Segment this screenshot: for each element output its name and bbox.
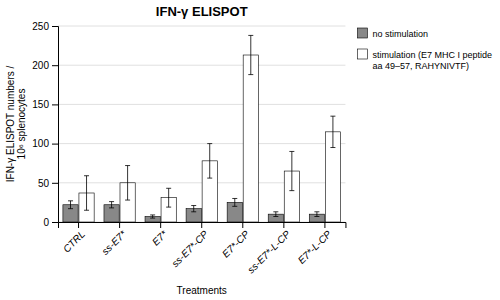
tick-mark	[119, 222, 120, 228]
tick: ss-E7*-L-CP	[245, 222, 292, 275]
error-bar	[109, 202, 114, 208]
tick: ss-E7*-CP	[169, 222, 210, 269]
tick-label: 150	[32, 99, 49, 110]
chart: no stimulation stimulation (E7 MHC I pept…	[0, 0, 500, 300]
tick-label: E7*	[150, 228, 170, 248]
tick: E7*-L-CP	[296, 222, 334, 266]
error-bar	[150, 215, 155, 218]
error-bar	[125, 166, 130, 200]
tick-mark	[52, 65, 58, 66]
text-line: IFN-γ ELISPOT numbers /	[5, 66, 16, 183]
tick-mark	[52, 144, 58, 145]
tick-label: E7*-L-CP	[296, 228, 334, 266]
error-bar	[273, 212, 278, 217]
legend-swatch	[357, 28, 367, 38]
tick-label: ss-E7*	[99, 228, 128, 257]
tick-mark	[52, 26, 58, 27]
text-line: stimulation (E7 MHC I peptide	[372, 50, 492, 60]
tick-mark	[78, 222, 79, 228]
x-axis-title: Treatments	[177, 285, 227, 296]
tick: E7*-CP	[220, 222, 252, 260]
tick: 0	[43, 217, 58, 228]
error-bars	[68, 198, 319, 218]
grid	[58, 26, 345, 222]
tick-label: ss-E7*-L-CP	[245, 228, 292, 275]
tick-label: CTRL	[61, 228, 87, 254]
error-bar	[207, 144, 212, 178]
legend-item: no stimulation	[357, 28, 428, 39]
legend-item: stimulation (E7 MHC I peptideaa 49–57, R…	[357, 49, 492, 71]
text-line: aa 49–57, RAHYNIVTF)	[372, 61, 469, 71]
error-bar	[330, 116, 335, 147]
title: IFN-γ ELISPOT	[156, 4, 248, 19]
tick-mark	[324, 222, 325, 228]
legend-label: stimulation (E7 MHC I peptideaa 49–57, R…	[372, 50, 492, 71]
tick-mark	[52, 222, 58, 223]
legend-label: no stimulation	[372, 29, 428, 39]
error-bar	[166, 188, 171, 207]
series	[79, 55, 341, 222]
y-axis-title: IFN-γ ELISPOT numbers /10⁶ splenocytes	[5, 66, 27, 183]
tick-mark	[52, 104, 58, 105]
tick: 250	[32, 21, 58, 32]
tick-label: 100	[32, 138, 49, 149]
error-bar	[289, 151, 294, 190]
grid-line	[58, 65, 345, 66]
error-bar	[84, 176, 89, 210]
tick-label: ss-E7*-CP	[169, 228, 210, 269]
tick: E7*	[150, 222, 170, 248]
grid-line	[58, 143, 345, 144]
tick-mark	[283, 222, 284, 228]
tick-label: E7*-CP	[220, 228, 252, 260]
error-bar	[314, 212, 319, 217]
text-line: no stimulation	[372, 29, 428, 39]
y-axis: 0 50 100 150 200 250	[32, 21, 58, 228]
error-bar	[68, 201, 73, 209]
tick-mark	[201, 222, 202, 228]
error-bar	[248, 35, 253, 74]
text-line: 10⁶ splenocytes	[16, 89, 27, 160]
tick-label: 250	[32, 21, 49, 32]
axis-line	[59, 223, 346, 229]
plot: 0 50 100 150 200 250 CTRL ss-E7* E7*ss-E7*-CP E7*…	[32, 21, 346, 276]
tick: ss-E7*	[99, 222, 128, 257]
error-bars	[84, 35, 335, 210]
tick: CTRL	[61, 222, 87, 255]
tick-label: 200	[32, 60, 49, 71]
axis-line	[52, 27, 59, 223]
tick: 200	[32, 60, 58, 71]
tick: 100	[32, 138, 58, 149]
grid-line	[58, 182, 345, 183]
tick: 150	[32, 99, 58, 110]
tick-mark	[52, 183, 58, 184]
error-bar	[232, 198, 237, 206]
error-bar	[191, 206, 196, 212]
x-axis: CTRL ss-E7* E7*ss-E7*-CP E7*-CPss-E7*-L-CPE…	[59, 222, 346, 275]
marks	[63, 35, 341, 222]
bar	[243, 55, 258, 222]
grid-line	[58, 26, 345, 27]
legend: no stimulation stimulation (E7 MHC I pept…	[357, 28, 492, 71]
tick: 50	[38, 178, 58, 189]
tick-label: 0	[43, 217, 49, 228]
grid-line	[58, 104, 345, 105]
tick-label: 50	[38, 178, 50, 189]
legend-swatch	[357, 49, 367, 59]
tick-mark	[242, 222, 243, 228]
tick-mark	[160, 222, 161, 228]
